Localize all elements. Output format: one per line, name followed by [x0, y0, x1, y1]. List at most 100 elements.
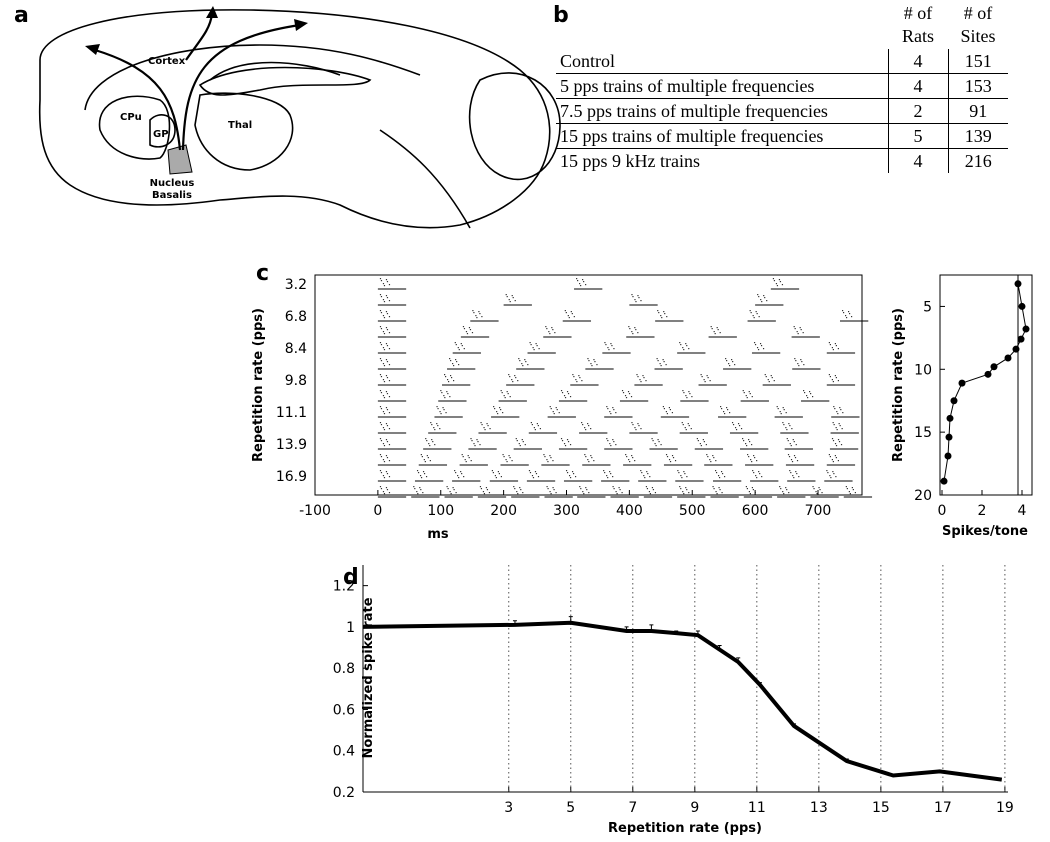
spike-dot [662, 406, 665, 408]
spike-dot [386, 457, 389, 459]
error-bar [844, 758, 849, 762]
spike-dot [431, 424, 433, 426]
x-tick-label: 11 [748, 800, 766, 816]
spike-dot [382, 347, 385, 349]
table-cell: 139 [948, 123, 1008, 149]
spike-dot [528, 470, 531, 472]
spike-dot [436, 406, 438, 408]
spike-dot [753, 317, 755, 319]
spike-dot [802, 332, 804, 334]
spike-dot [513, 486, 515, 488]
spike-dot [555, 492, 557, 494]
spike-dot [812, 396, 814, 398]
spike-dot [700, 374, 702, 376]
spike-dot [533, 349, 535, 351]
spike-dot [549, 333, 551, 335]
spike-dot [646, 471, 648, 473]
cerebellum [468, 72, 561, 181]
spike-dot [511, 295, 513, 297]
spike-dot [519, 360, 521, 362]
spike-dot [496, 411, 498, 413]
spike-dot [612, 486, 614, 488]
spike-dot [753, 342, 756, 344]
spike-dot [796, 331, 798, 333]
spike-dot [834, 443, 837, 445]
spike-dot [854, 492, 856, 494]
spike-dot [839, 425, 841, 427]
spike-dot [652, 489, 655, 491]
spike-dot [772, 278, 775, 280]
spike-dot [758, 296, 760, 298]
spike-dot [795, 444, 797, 446]
spike-dot [529, 342, 531, 344]
spike-dot [703, 441, 705, 443]
spike-dot [748, 456, 750, 458]
spike-dot [728, 363, 730, 365]
spike-dot [713, 457, 715, 459]
spike-dot [682, 424, 684, 426]
spike-dot [665, 411, 668, 413]
spike-dot [570, 311, 572, 313]
spike-dot [590, 455, 592, 457]
spike-dot [785, 427, 787, 429]
spike-dot [672, 457, 675, 459]
spike-dot [734, 427, 737, 429]
spike-dot [501, 392, 503, 394]
spike-dot [547, 488, 549, 490]
spike-dot [449, 358, 451, 360]
spike-dot [380, 296, 383, 298]
spike-dot [800, 359, 802, 361]
spike-dot [743, 440, 745, 442]
spike-dot [380, 488, 383, 490]
spike-dot [768, 381, 770, 383]
spike-dot [757, 294, 759, 296]
spike-dot [610, 473, 612, 475]
spike-dot [477, 441, 479, 443]
spike-dot [546, 459, 548, 461]
spike-dot [839, 407, 841, 409]
projection-arrows [94, 13, 301, 151]
spike-dot [638, 297, 640, 299]
spike-dot [827, 472, 829, 474]
spike-dot [757, 349, 760, 351]
spike-dot [678, 472, 680, 474]
spike-dot [745, 486, 747, 488]
spike-dot [593, 359, 595, 361]
header-spacer [556, 0, 888, 49]
spike-dot [515, 438, 517, 440]
spike-dot [429, 445, 431, 447]
spike-dot [518, 443, 520, 445]
spike-dot [483, 427, 485, 429]
spike-dot [798, 476, 800, 478]
spike-dot [563, 395, 566, 397]
spike-dot [416, 470, 419, 472]
spike-dot [666, 316, 668, 318]
spike-dot [835, 427, 837, 429]
spike-dot [505, 459, 507, 461]
spike-dot [795, 360, 797, 362]
arrow-head [206, 6, 218, 18]
table-cell: 5 [887, 123, 949, 149]
spike-dot [385, 391, 388, 393]
spike-dot [380, 376, 383, 378]
spike-dot [788, 456, 791, 458]
spike-dot [566, 391, 569, 393]
spike-dot [803, 390, 805, 392]
spike-dot [536, 345, 538, 347]
spike-dot [631, 422, 633, 424]
spike-dot [506, 461, 508, 463]
spike-dot [443, 395, 445, 397]
spike-dot [803, 364, 805, 366]
spike-dot [748, 439, 750, 441]
spike-dot [840, 444, 843, 446]
spike-dot [607, 440, 609, 442]
spike-dot [613, 348, 615, 350]
spike-dot [479, 444, 481, 446]
spike-dot [385, 327, 388, 329]
spike-dot [715, 491, 717, 493]
spike-dot [385, 471, 388, 473]
spike-dot [500, 390, 502, 392]
spike-dot [697, 440, 699, 442]
spike-dot [504, 397, 506, 399]
